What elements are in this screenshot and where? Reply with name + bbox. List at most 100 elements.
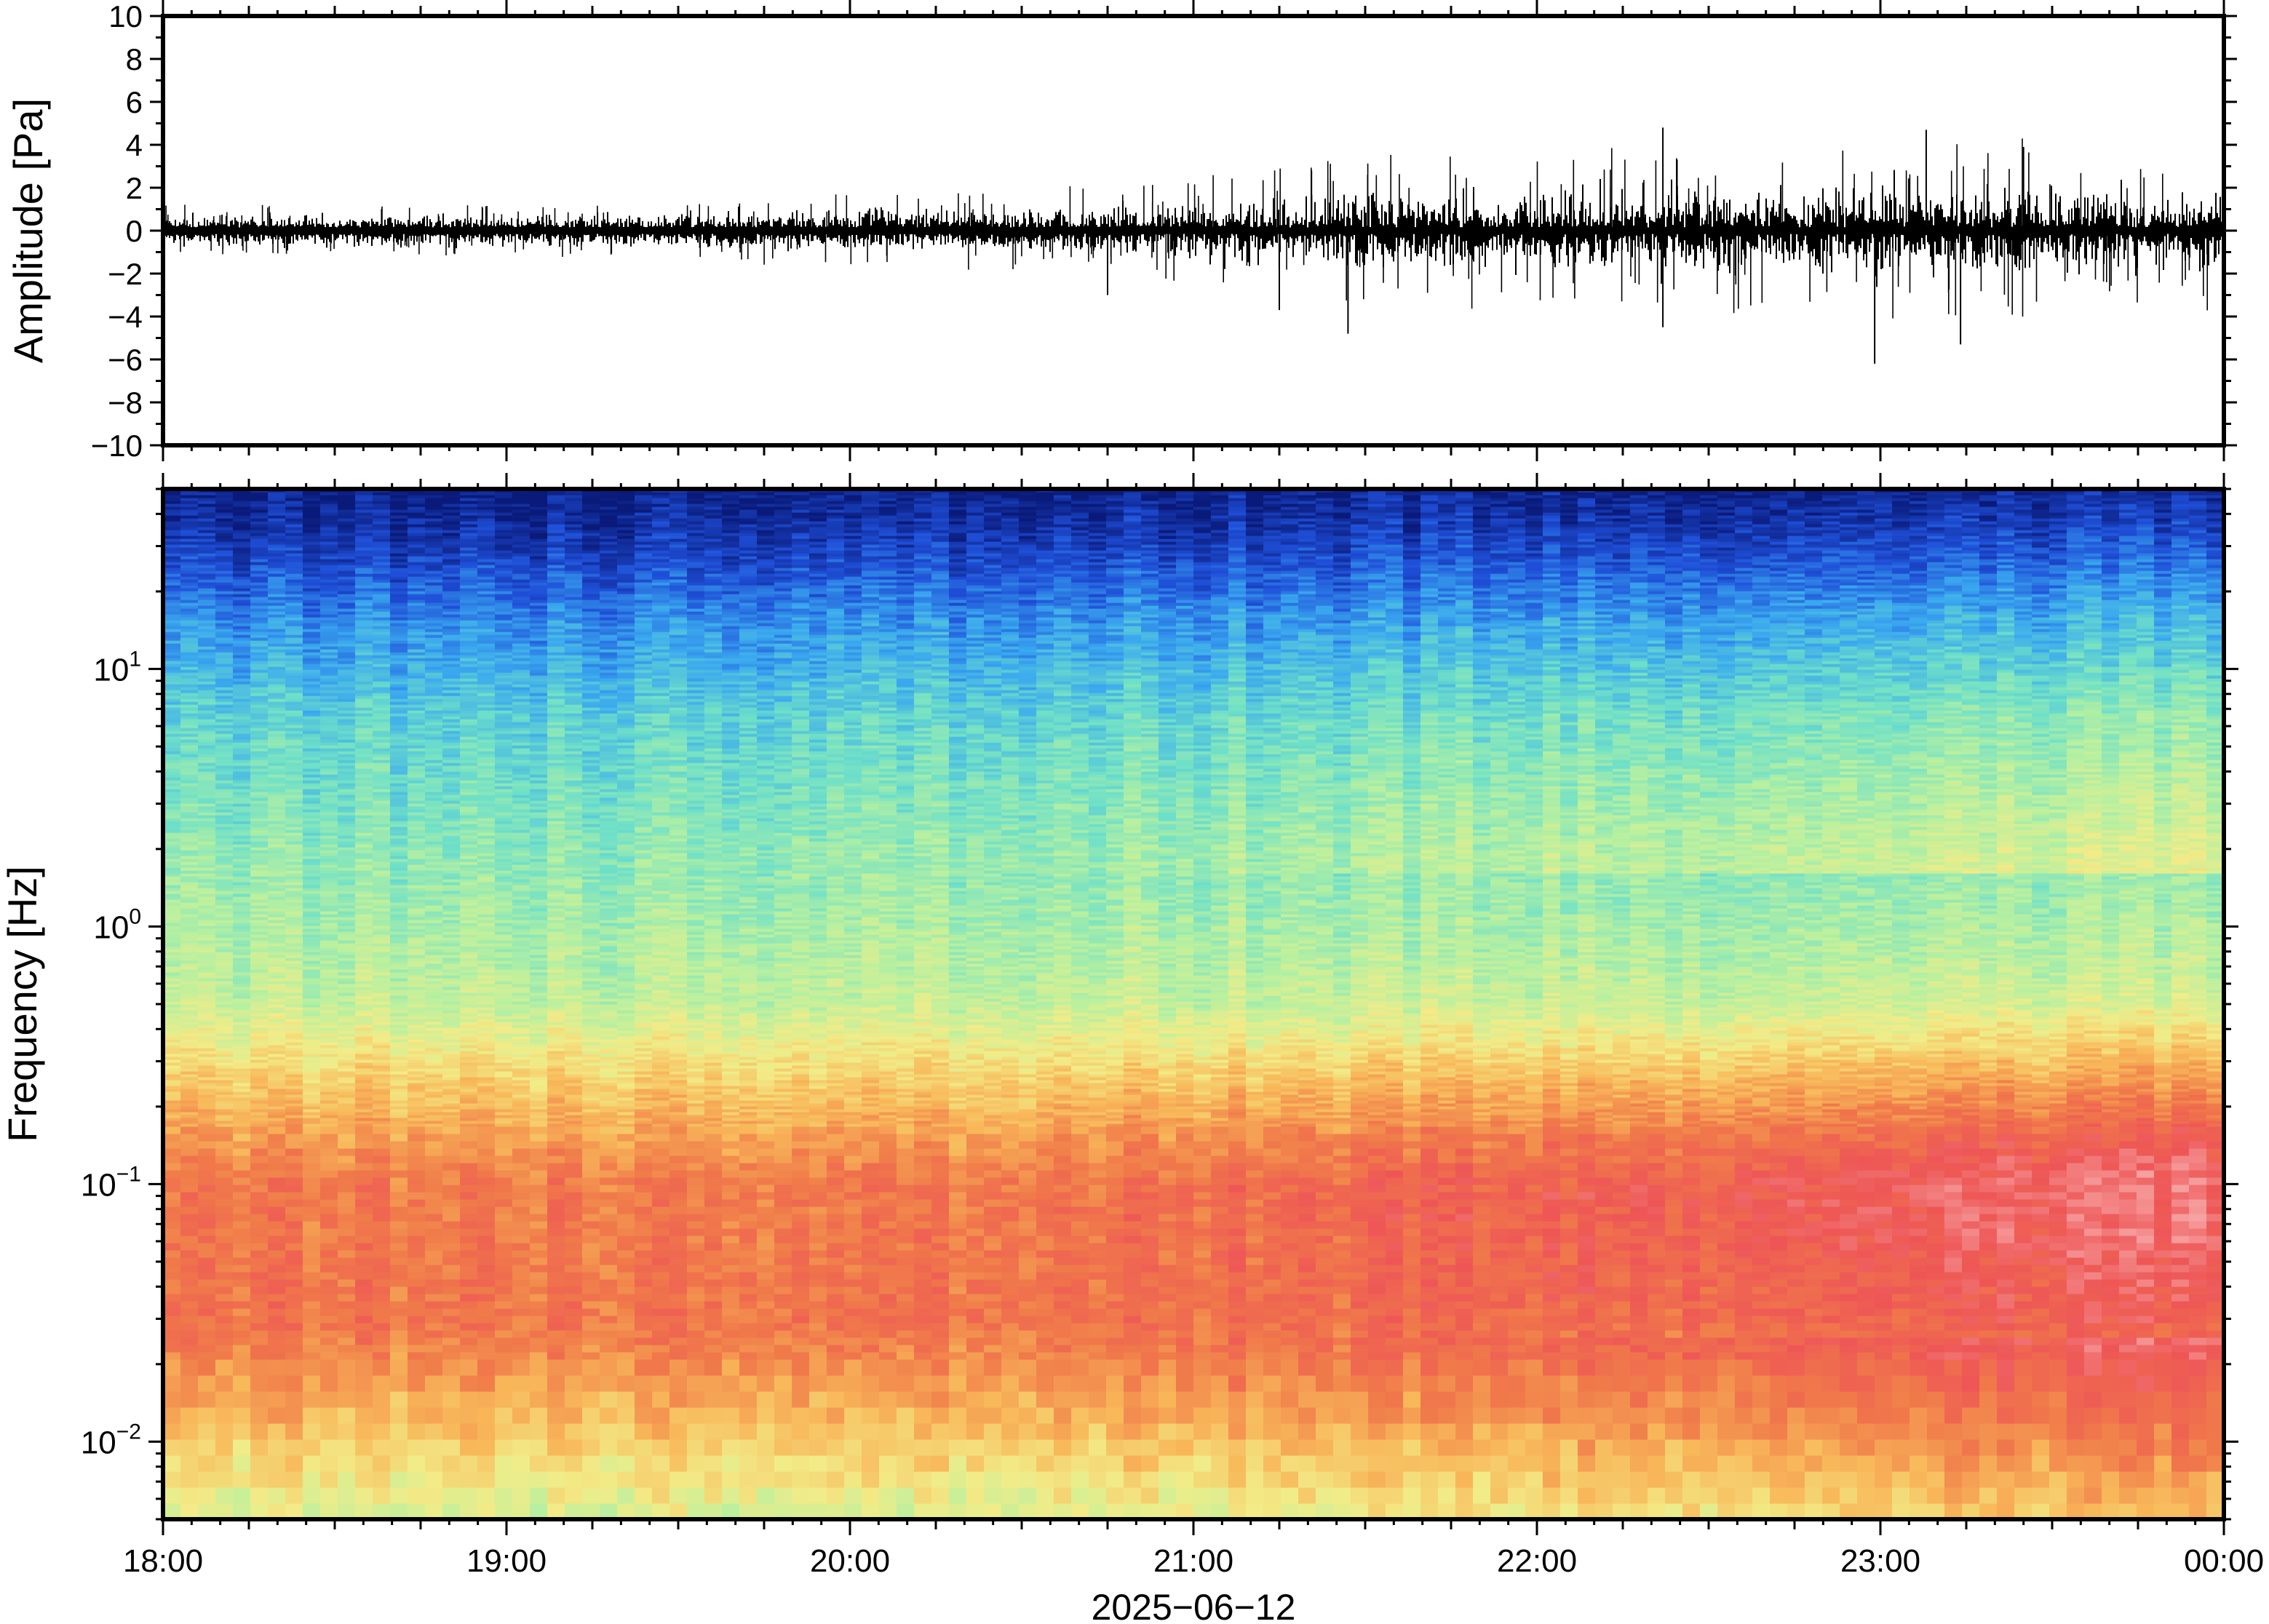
spectrogram-cell (180, 891, 199, 894)
spectrogram-cell (215, 629, 234, 632)
spectrogram-cell (250, 806, 269, 810)
spectrogram-cell (303, 1126, 321, 1134)
spectrogram-cell (250, 1086, 269, 1089)
spectrogram-cell (198, 518, 216, 522)
spectrogram-cell (163, 704, 181, 708)
spectrogram-cell (303, 882, 321, 885)
spectrogram-cell (338, 984, 356, 987)
spectrogram-cell (355, 879, 373, 883)
spectrogram-cell (180, 800, 199, 804)
spectrogram-cell (215, 707, 234, 711)
spectrogram-cell (303, 1235, 321, 1243)
spectrogram-cell (303, 1083, 321, 1086)
spectrogram-cell (180, 797, 199, 801)
spectrogram-cell (215, 536, 234, 539)
spectrogram-cell (303, 1036, 321, 1040)
spectrogram-cell (198, 1042, 216, 1046)
spectrogram-cell (268, 498, 286, 501)
spectrogram-cell (285, 815, 303, 819)
spectrogram-cell (198, 1375, 216, 1392)
spectrogram-cell (250, 847, 269, 851)
spectrogram-cell (303, 920, 321, 923)
spectrogram-cell (303, 655, 321, 658)
spectrogram-cell (198, 521, 216, 525)
spectrogram-cell (285, 1054, 303, 1057)
spectrogram-cell (355, 827, 373, 830)
spectrogram-cell (303, 1091, 321, 1095)
spectrogram-cell (285, 844, 303, 848)
spectrogram-cell (198, 658, 216, 661)
spectrogram-cell (268, 669, 286, 673)
spectrogram-cell (163, 672, 181, 676)
spectrogram-cell (215, 1265, 234, 1273)
spectrogram-cell (163, 634, 181, 638)
spectrogram-cell (250, 783, 269, 787)
spectrogram-cell (250, 1010, 269, 1014)
spectrogram-cell (338, 1048, 356, 1051)
spectrogram-cell (320, 681, 338, 685)
spectrogram-cell (285, 568, 303, 571)
spectrogram-cell (198, 1088, 216, 1092)
spectrogram-cell (268, 1126, 286, 1134)
spectrogram-cell (320, 911, 338, 915)
spectrogram-cell (198, 701, 216, 705)
spectrogram-cell (233, 530, 251, 533)
spectrogram-cell (180, 1004, 199, 1008)
spectrogram-cell (163, 1045, 181, 1048)
spectrogram-cell (215, 803, 234, 807)
spectrogram-cell (163, 946, 181, 950)
spectrogram-cell (250, 707, 269, 711)
spectrogram-cell (320, 821, 338, 824)
spectrogram-cell (268, 637, 286, 641)
spectrogram-cell (320, 602, 338, 606)
spectrogram-cell (180, 1106, 199, 1110)
spectrogram-cell (320, 876, 338, 880)
spectrogram-cell (180, 754, 199, 757)
spectrogram-cell (320, 664, 338, 667)
spectrogram-cell (198, 1471, 216, 1488)
spectrogram-cell (320, 757, 338, 760)
spectrogram-cell (163, 1455, 181, 1472)
spectrogram-cell (233, 614, 251, 618)
spectrogram-cell (285, 981, 303, 984)
spectrogram-cell (320, 719, 338, 723)
spectrogram-cell (355, 908, 373, 912)
spectrogram-cell (198, 981, 216, 984)
spectrogram-cell (215, 760, 234, 763)
spectrogram-cell (268, 1016, 286, 1019)
spectrogram-cell (338, 661, 356, 664)
spectrogram-cell (320, 1345, 338, 1353)
spectrogram-cell (320, 1039, 338, 1043)
spectrogram-cell (250, 544, 269, 548)
spectrogram-cell (303, 524, 321, 528)
spectrogram-cell (320, 1013, 338, 1016)
spectrogram-cell (198, 608, 216, 612)
spectrogram-cell (338, 634, 356, 638)
spectrogram-cell (180, 710, 199, 714)
spectrogram-cell (198, 1243, 216, 1251)
spectrogram-cell (180, 704, 199, 708)
spectrogram-cell (198, 568, 216, 571)
spectrogram-cell (303, 908, 321, 912)
spectrogram-cell (338, 806, 356, 810)
spectrogram-cell (285, 992, 303, 996)
spectrogram-cell (338, 547, 356, 551)
spectrogram-cell (163, 1054, 181, 1057)
spectrogram-cell (338, 812, 356, 816)
spectrogram-cell (233, 1019, 251, 1022)
spectrogram-cell (233, 559, 251, 562)
spectrogram-cell (338, 838, 356, 842)
spectrogram-cell (250, 1121, 269, 1124)
spectrogram-cell (285, 867, 303, 871)
spectrogram-cell (338, 562, 356, 565)
spectrogram-cell (215, 498, 234, 501)
spectrogram-cell (268, 646, 286, 650)
spectrogram-cell (250, 684, 269, 688)
spectrogram-cell (180, 559, 199, 562)
spectrogram-cell (285, 643, 303, 647)
spectrogram-cell (250, 1439, 269, 1456)
spectrogram-cell (355, 1375, 373, 1392)
spectrogram-cell (285, 768, 303, 772)
spectrogram-cell (233, 928, 251, 932)
spectrogram-cell (198, 797, 216, 801)
